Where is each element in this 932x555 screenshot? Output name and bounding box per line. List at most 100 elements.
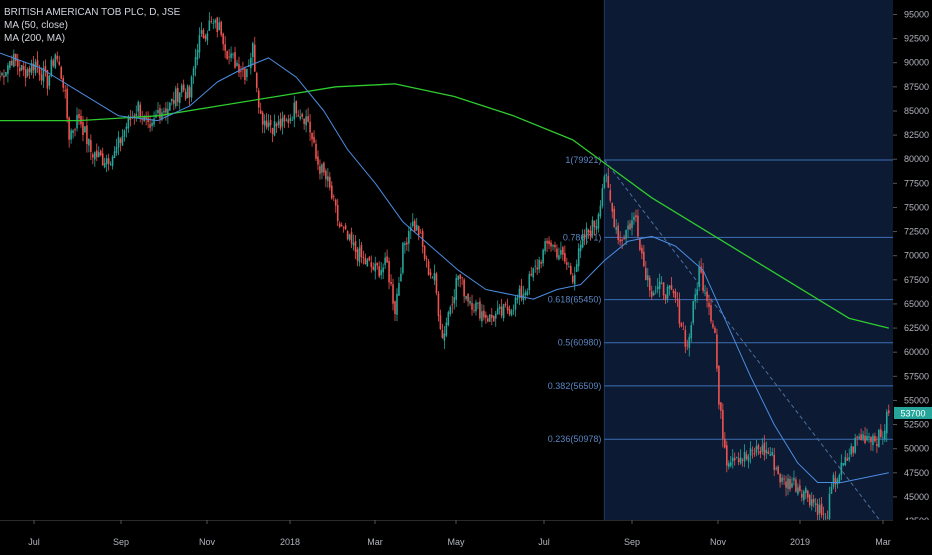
candle <box>607 167 610 189</box>
candle-body <box>789 478 791 490</box>
candle-body <box>741 459 744 461</box>
candle-body <box>161 112 163 120</box>
candle <box>733 452 736 466</box>
candle-body <box>255 73 258 88</box>
candle <box>198 27 201 59</box>
candle <box>510 308 513 317</box>
candle <box>866 428 868 442</box>
candle <box>840 454 843 481</box>
candle-body <box>86 125 88 145</box>
candle <box>167 101 169 124</box>
candle-body <box>658 281 661 289</box>
candle-body <box>60 67 63 79</box>
candle <box>34 58 37 76</box>
candle-body <box>601 188 604 206</box>
candle-body <box>163 111 165 113</box>
candle-body <box>111 156 114 167</box>
candle <box>384 252 386 269</box>
candle-body <box>808 494 811 506</box>
candle <box>24 62 27 87</box>
candle-body <box>708 302 710 307</box>
candle <box>885 409 888 442</box>
candle <box>716 328 718 372</box>
candle-body <box>56 55 59 60</box>
candle-body <box>174 88 177 107</box>
candle <box>593 220 596 236</box>
candle-body <box>127 116 130 129</box>
candle-body <box>204 35 207 39</box>
candle <box>208 12 211 32</box>
candle <box>459 273 461 288</box>
candle-body <box>593 220 596 228</box>
y-tick-label: 45000 <box>904 492 929 502</box>
candle <box>176 83 179 107</box>
candle <box>814 498 817 513</box>
candle <box>822 506 825 521</box>
candle-body <box>631 220 633 228</box>
candle <box>650 285 653 301</box>
candle <box>492 315 495 322</box>
candle <box>473 303 475 314</box>
candle-body <box>30 62 33 74</box>
candle-body <box>544 241 546 252</box>
candle-body <box>763 442 766 456</box>
candle <box>250 52 252 75</box>
candle <box>269 114 272 133</box>
candle <box>119 137 122 152</box>
candle-body <box>605 175 608 176</box>
candle <box>275 122 278 133</box>
candle-body <box>13 53 15 67</box>
candle-body <box>662 282 665 296</box>
y-tick-label: 82500 <box>904 130 929 140</box>
candle-body <box>506 306 509 311</box>
candle-body <box>188 87 191 98</box>
candle-body <box>607 175 610 188</box>
candle-body <box>777 466 779 475</box>
candle <box>252 41 254 66</box>
candle-body <box>15 53 17 62</box>
candle-body <box>502 304 505 319</box>
candle-body <box>222 33 224 45</box>
candle <box>678 292 681 328</box>
last-price-label: 53700 <box>900 408 925 418</box>
candle-body <box>182 84 185 91</box>
candle <box>658 273 661 298</box>
candles-group <box>0 12 890 526</box>
candle-body <box>408 231 410 244</box>
candle <box>220 20 222 37</box>
candle <box>178 92 181 110</box>
candle <box>404 241 406 254</box>
candle-body <box>309 121 311 133</box>
x-tick-label: Nov <box>710 537 727 547</box>
candle-body <box>238 64 240 73</box>
candle-body <box>791 483 793 488</box>
candle <box>479 297 481 321</box>
candle <box>818 498 821 521</box>
fib-level-label: 1(79921) <box>565 155 601 165</box>
candle-body <box>0 76 1 78</box>
candle-body <box>467 293 469 302</box>
candle <box>660 276 663 285</box>
candle <box>321 163 323 180</box>
candle <box>182 79 185 93</box>
candle <box>99 149 102 157</box>
candle <box>720 402 722 419</box>
candle-body <box>417 226 420 235</box>
candle-body <box>611 202 614 212</box>
candle-body <box>40 74 43 81</box>
candle <box>571 272 574 285</box>
candle-body <box>390 281 392 284</box>
candle <box>512 304 515 316</box>
candle-body <box>810 499 813 507</box>
candle-body <box>664 294 667 300</box>
candle-body <box>577 248 580 267</box>
candle <box>739 449 742 465</box>
candle <box>325 168 327 188</box>
candle <box>315 139 317 162</box>
candle-body <box>820 503 823 516</box>
candle <box>718 365 720 410</box>
candle-body <box>656 286 659 290</box>
candle <box>48 74 51 90</box>
